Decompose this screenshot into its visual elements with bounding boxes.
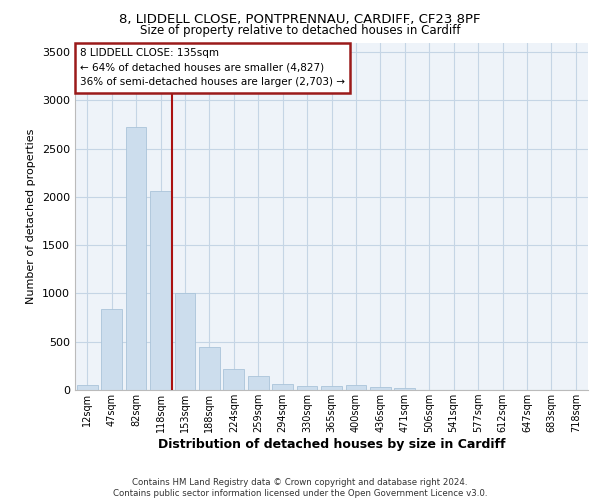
Bar [346, 384, 367, 390]
Bar [272, 384, 293, 390]
Bar [125, 128, 146, 390]
Text: 8 LIDDELL CLOSE: 135sqm
← 64% of detached houses are smaller (4,827)
36% of semi: 8 LIDDELL CLOSE: 135sqm ← 64% of detache… [80, 48, 345, 88]
Text: 8, LIDDELL CLOSE, PONTPRENNAU, CARDIFF, CF23 8PF: 8, LIDDELL CLOSE, PONTPRENNAU, CARDIFF, … [119, 12, 481, 26]
Bar [394, 388, 415, 390]
Bar [296, 386, 317, 390]
Bar [248, 376, 269, 390]
Bar [370, 387, 391, 390]
X-axis label: Distribution of detached houses by size in Cardiff: Distribution of detached houses by size … [158, 438, 505, 451]
Bar [150, 191, 171, 390]
Bar [175, 292, 196, 390]
Bar [321, 386, 342, 390]
Y-axis label: Number of detached properties: Number of detached properties [26, 128, 37, 304]
Bar [101, 309, 122, 390]
Bar [199, 346, 220, 390]
Bar [77, 384, 98, 390]
Bar [223, 369, 244, 390]
Text: Contains HM Land Registry data © Crown copyright and database right 2024.
Contai: Contains HM Land Registry data © Crown c… [113, 478, 487, 498]
Text: Size of property relative to detached houses in Cardiff: Size of property relative to detached ho… [140, 24, 460, 37]
